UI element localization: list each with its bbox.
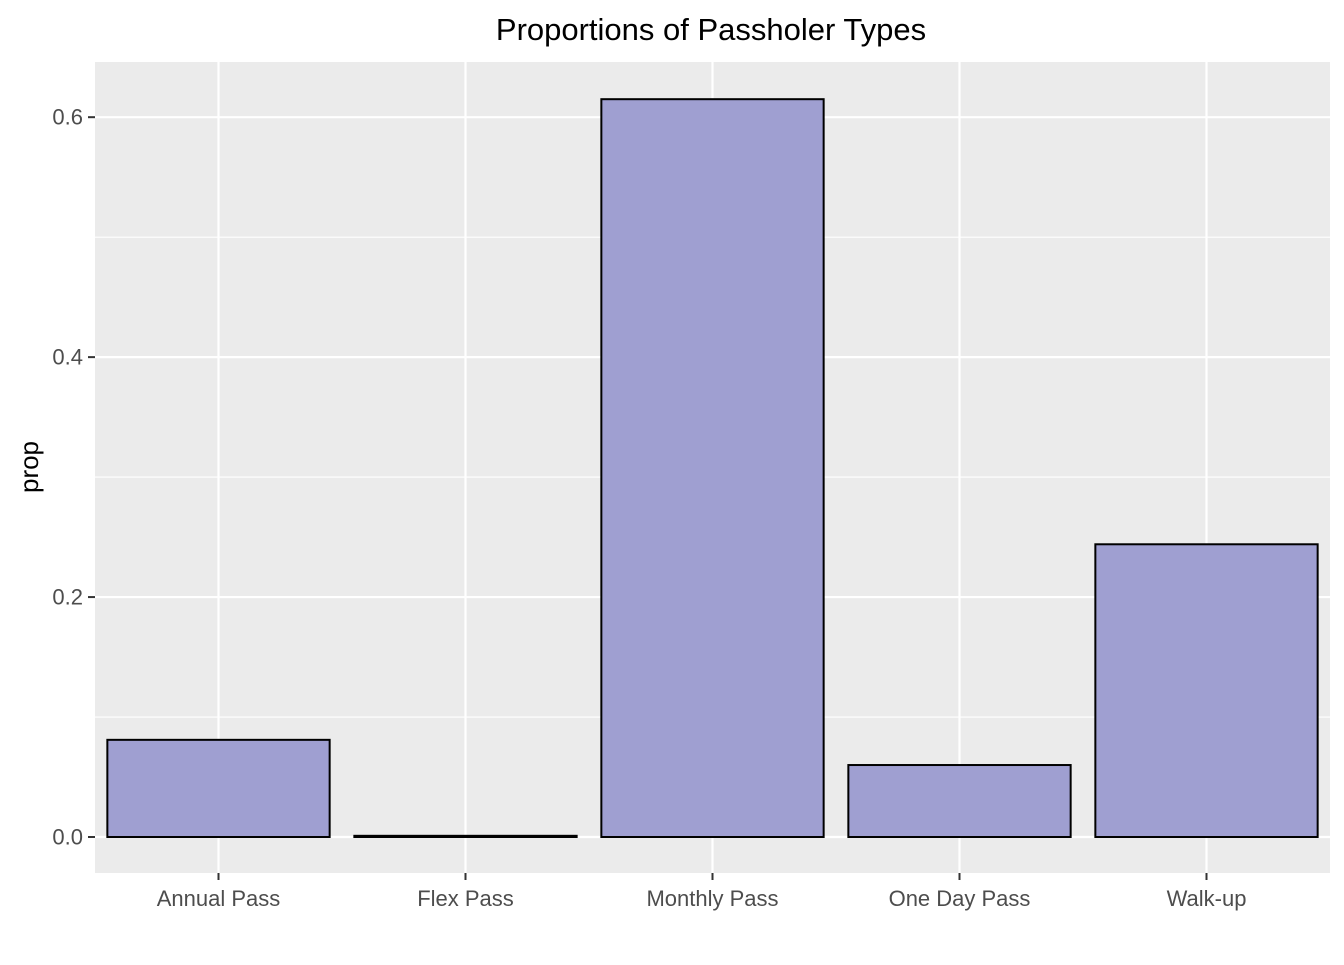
x-tick-label: One Day Pass [889, 886, 1031, 911]
y-tick-label: 0.0 [52, 825, 83, 850]
bars [106, 98, 1319, 839]
x-tick-label: Monthly Pass [646, 886, 778, 911]
y-tick-label: 0.6 [52, 105, 83, 130]
x-tick-label: Flex Pass [417, 886, 514, 911]
y-axis: 0.0 0.2 0.4 0.6 [52, 105, 95, 850]
bar [847, 764, 1072, 839]
y-axis-label: prop [14, 441, 44, 493]
bar [600, 98, 825, 839]
y-tick-label: 0.4 [52, 345, 83, 370]
x-tick-label: Walk-up [1167, 886, 1247, 911]
bar [353, 834, 578, 839]
x-axis: Annual Pass Flex Pass Monthly Pass One Day … [157, 873, 1247, 911]
x-tick-label: Annual Pass [157, 886, 281, 911]
bar [1094, 543, 1319, 839]
chart-title: Proportions of Passholer Types [496, 12, 926, 47]
bar [106, 738, 331, 839]
y-tick-label: 0.2 [52, 585, 83, 610]
